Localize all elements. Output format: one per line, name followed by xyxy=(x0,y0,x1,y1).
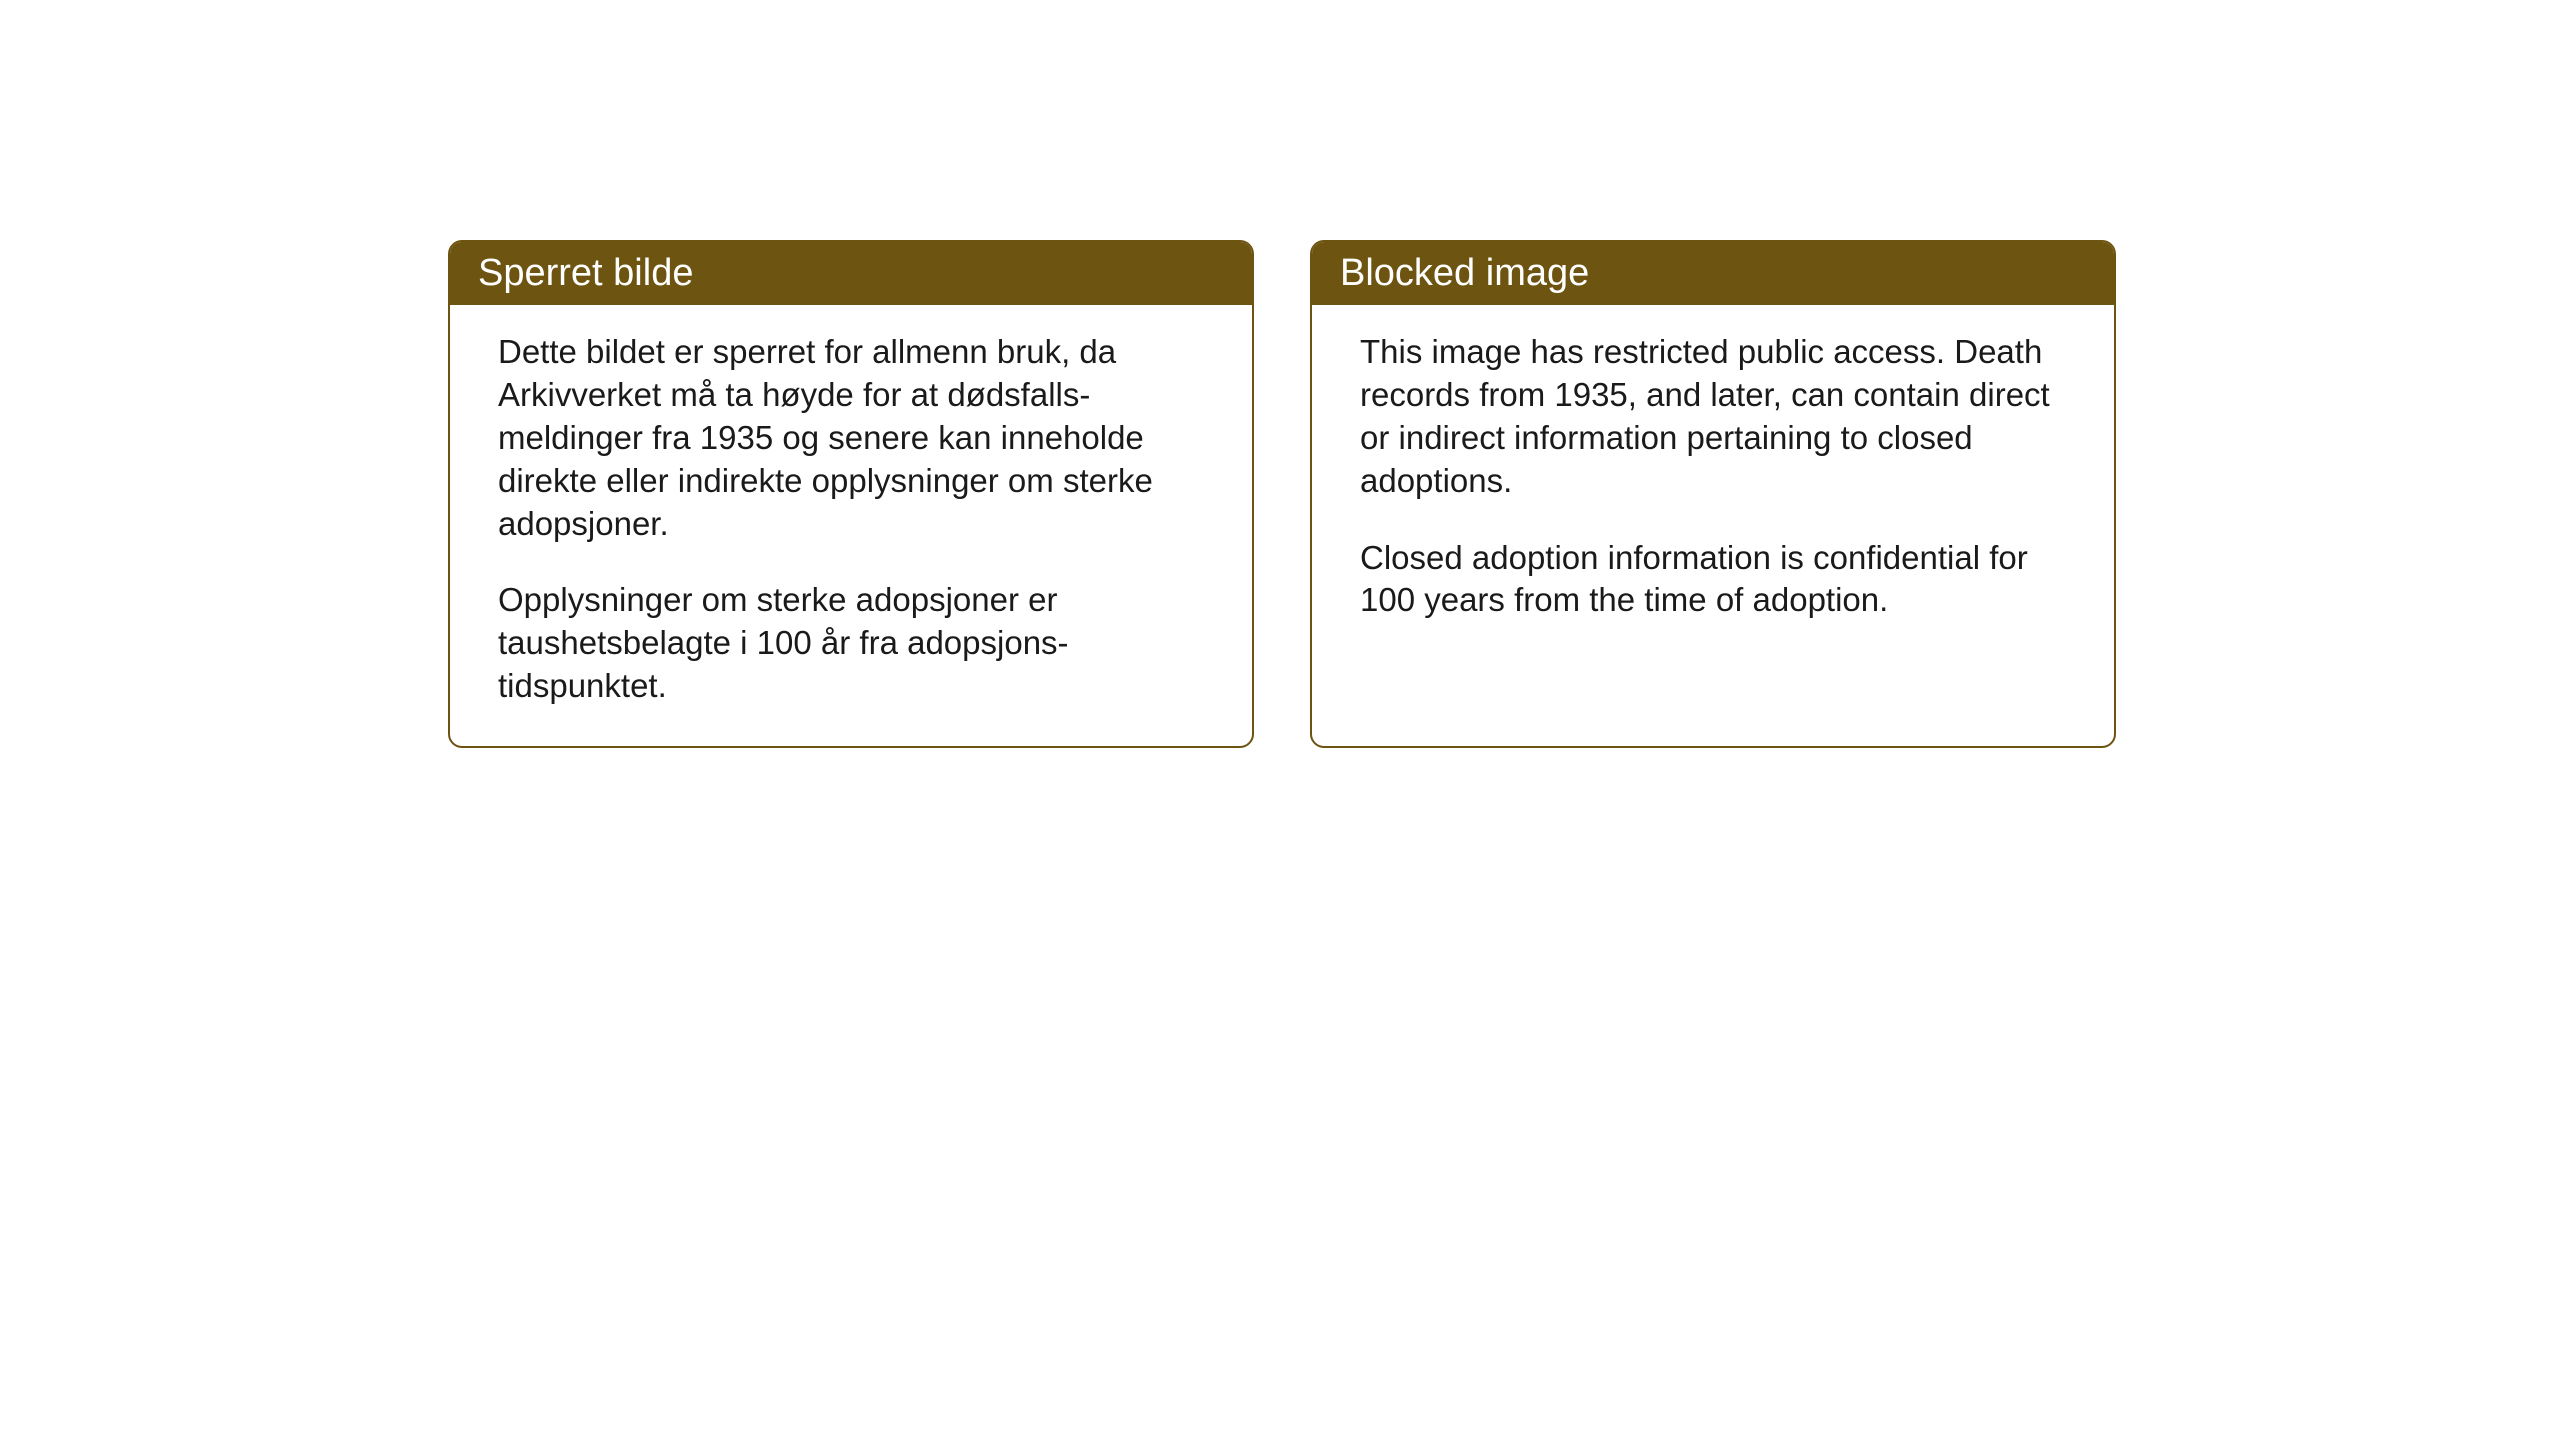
notice-cards-container: Sperret bilde Dette bildet er sperret fo… xyxy=(448,240,2116,748)
card-paragraph-2-english: Closed adoption information is confident… xyxy=(1360,537,2066,623)
card-paragraph-1-norwegian: Dette bildet er sperret for allmenn bruk… xyxy=(498,331,1204,545)
card-body-english: This image has restricted public access.… xyxy=(1312,305,2114,658)
notice-card-english: Blocked image This image has restricted … xyxy=(1310,240,2116,748)
card-paragraph-2-norwegian: Opplysninger om sterke adopsjoner er tau… xyxy=(498,579,1204,708)
card-paragraph-1-english: This image has restricted public access.… xyxy=(1360,331,2066,503)
card-title-english: Blocked image xyxy=(1340,252,1589,294)
card-body-norwegian: Dette bildet er sperret for allmenn bruk… xyxy=(450,305,1252,744)
card-header-english: Blocked image xyxy=(1312,242,2114,305)
notice-card-norwegian: Sperret bilde Dette bildet er sperret fo… xyxy=(448,240,1254,748)
card-title-norwegian: Sperret bilde xyxy=(478,252,693,294)
card-header-norwegian: Sperret bilde xyxy=(450,242,1252,305)
